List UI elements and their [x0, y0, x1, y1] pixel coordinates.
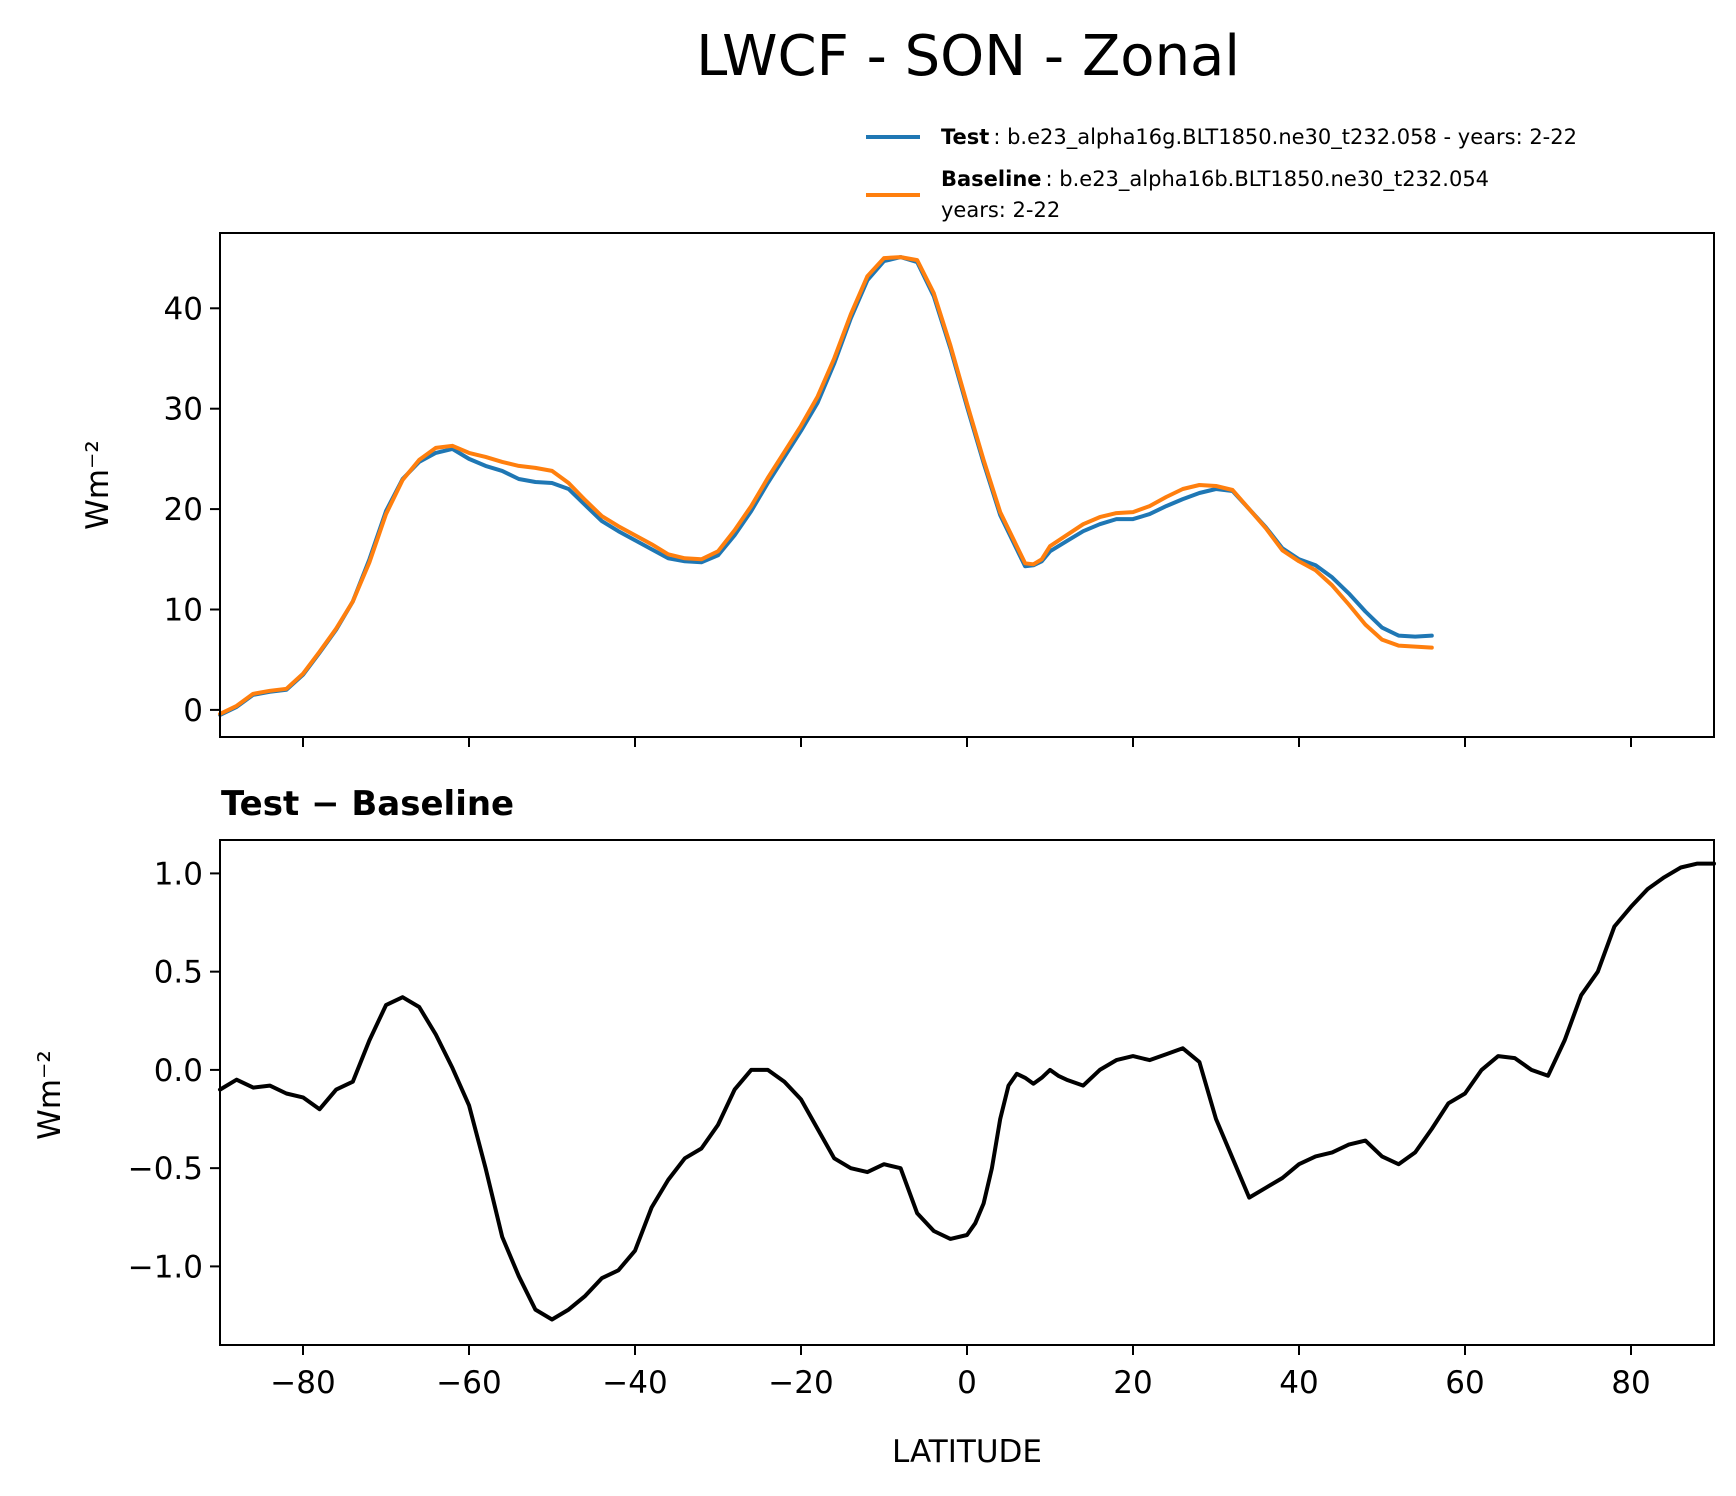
svg-text:Baseline: b.e23_alpha16b.BLT18: Baseline: b.e23_alpha16b.BLT1850.ne30_t2…: [941, 167, 1489, 192]
bottom-y-axis: −1.0 −0.5 0.0 0.5 1.0: [128, 856, 220, 1285]
y-tick-label: −1.0: [128, 1249, 203, 1285]
x-tick-label: −60: [436, 1365, 501, 1401]
x-tick-label: −20: [768, 1365, 833, 1401]
x-tick-label: 60: [1445, 1365, 1484, 1401]
bottom-x-axis: −80 −60 −40 −20 0 20 40 60 80: [270, 1345, 1651, 1401]
chart-title: LWCF - SON - Zonal: [696, 24, 1240, 89]
legend-text-test: : b.e23_alpha16g.BLT1850.ne30_t232.058 -…: [993, 125, 1577, 150]
top-ylabel: Wm⁻²: [80, 440, 116, 530]
y-tick-label: 0: [183, 693, 203, 729]
y-tick-label: 0.5: [154, 955, 203, 991]
legend-text-baseline-years: years: 2-22: [941, 198, 1060, 222]
y-tick-label: 20: [164, 492, 203, 528]
legend-text-baseline: : b.e23_alpha16b.BLT1850.ne30_t232.054: [1046, 167, 1490, 192]
legend-label-baseline: Baseline: [941, 167, 1042, 191]
y-tick-label: 40: [164, 291, 203, 327]
series-line-test-baseline: [218, 861, 1716, 1322]
x-tick-label: 20: [1113, 1365, 1152, 1401]
top-x-axis: [302, 737, 1632, 747]
bottom-plot-area: [218, 861, 1716, 1322]
top-panel: Wm⁻² 0 10 20 30 40: [80, 232, 1715, 747]
bottom-xlabel: LATITUDE: [892, 1434, 1042, 1470]
x-tick-label: 0: [957, 1365, 977, 1401]
y-tick-label: 10: [164, 592, 203, 628]
y-tick-label: 0.0: [154, 1053, 203, 1089]
bottom-panel: Test − Baseline Wm⁻² −1.0 −0.5 0.0 0.5 1.0 −…: [32, 784, 1716, 1470]
y-tick-label: 1.0: [154, 856, 203, 892]
legend: Test: b.e23_alpha16g.BLT1850.ne30_t232.0…: [866, 125, 1577, 222]
bottom-panel-title: Test − Baseline: [221, 784, 514, 824]
bottom-ylabel: Wm⁻²: [32, 1050, 68, 1140]
x-tick-label: −80: [270, 1365, 335, 1401]
top-y-axis: 0 10 20 30 40: [164, 291, 220, 729]
legend-label-test: Test: [941, 125, 989, 149]
x-tick-label: 80: [1611, 1365, 1650, 1401]
top-axes-frame: [219, 232, 1715, 738]
series-line-baseline: [218, 255, 1434, 716]
top-plot-area: [218, 255, 1434, 717]
x-tick-label: 40: [1279, 1365, 1318, 1401]
bottom-axes-frame: [219, 839, 1715, 1346]
y-tick-label: 30: [164, 392, 203, 428]
x-tick-label: −40: [602, 1365, 667, 1401]
y-tick-label: −0.5: [128, 1151, 203, 1187]
svg-text:Test: b.e23_alpha16g.BLT1850.n: Test: b.e23_alpha16g.BLT1850.ne30_t232.0…: [941, 125, 1577, 150]
